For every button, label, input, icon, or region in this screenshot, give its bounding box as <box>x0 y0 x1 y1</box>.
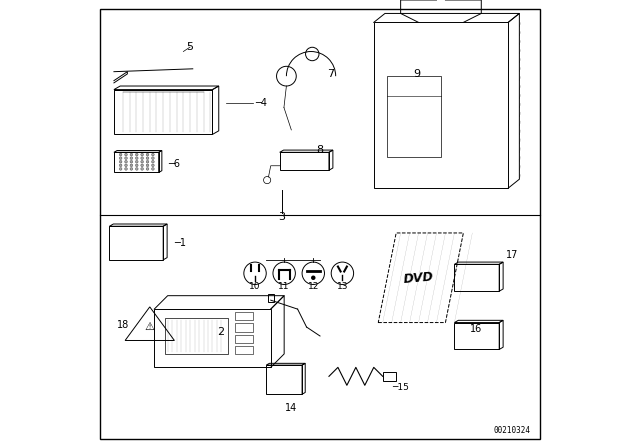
Circle shape <box>141 168 143 170</box>
Circle shape <box>146 153 149 156</box>
Circle shape <box>119 157 122 159</box>
Text: 00210324: 00210324 <box>493 426 531 435</box>
Bar <box>374 22 508 188</box>
Circle shape <box>136 160 138 163</box>
Text: ─1: ─1 <box>174 238 186 248</box>
Circle shape <box>136 168 138 170</box>
Bar <box>235 323 253 332</box>
Circle shape <box>119 160 122 163</box>
Circle shape <box>125 160 127 163</box>
Bar <box>387 76 441 157</box>
Circle shape <box>125 164 127 167</box>
Circle shape <box>136 164 138 167</box>
Circle shape <box>152 164 154 167</box>
Bar <box>269 294 274 302</box>
Circle shape <box>119 168 122 170</box>
Circle shape <box>130 168 132 170</box>
Circle shape <box>130 153 132 156</box>
Circle shape <box>152 168 154 170</box>
Text: 14: 14 <box>285 403 297 413</box>
Circle shape <box>141 160 143 163</box>
Bar <box>235 335 253 343</box>
Text: 17: 17 <box>506 250 518 260</box>
Bar <box>235 312 253 320</box>
Text: 2: 2 <box>217 327 224 336</box>
Circle shape <box>311 276 316 280</box>
Circle shape <box>125 157 127 159</box>
Text: 11: 11 <box>278 282 290 291</box>
Text: DVD: DVD <box>403 270 435 285</box>
Text: ─4: ─4 <box>255 98 267 108</box>
Text: 16: 16 <box>470 324 483 334</box>
Circle shape <box>141 164 143 167</box>
Text: 13: 13 <box>337 282 348 291</box>
Circle shape <box>136 157 138 159</box>
Circle shape <box>130 157 132 159</box>
Circle shape <box>130 160 132 163</box>
Text: ─15: ─15 <box>392 383 408 392</box>
Circle shape <box>141 153 143 156</box>
Text: 10: 10 <box>250 282 260 291</box>
Circle shape <box>146 160 149 163</box>
Circle shape <box>152 157 154 159</box>
Bar <box>165 318 228 354</box>
Text: 9: 9 <box>413 69 420 79</box>
Circle shape <box>125 153 127 156</box>
Circle shape <box>119 164 122 167</box>
Text: ─6: ─6 <box>168 159 180 168</box>
Circle shape <box>141 157 143 159</box>
Bar <box>383 372 396 381</box>
Circle shape <box>136 153 138 156</box>
Text: 18: 18 <box>117 320 130 330</box>
Text: 8: 8 <box>316 145 324 155</box>
Text: 12: 12 <box>308 282 319 291</box>
Text: 7: 7 <box>327 69 334 79</box>
Text: 3: 3 <box>278 212 285 222</box>
Circle shape <box>146 168 149 170</box>
Bar <box>154 309 271 367</box>
Circle shape <box>146 164 149 167</box>
Circle shape <box>119 153 122 156</box>
Circle shape <box>152 153 154 156</box>
Circle shape <box>146 157 149 159</box>
Text: 5: 5 <box>187 42 193 52</box>
Bar <box>235 346 253 354</box>
Circle shape <box>125 168 127 170</box>
Circle shape <box>152 160 154 163</box>
Text: ⚠: ⚠ <box>145 322 155 332</box>
Circle shape <box>130 164 132 167</box>
